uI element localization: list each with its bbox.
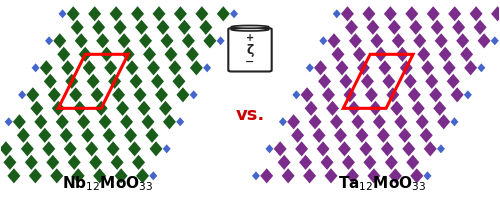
Text: Nb$_{12}$MoO$_{33}$: Nb$_{12}$MoO$_{33}$ [62,174,154,193]
FancyBboxPatch shape [228,28,272,71]
Ellipse shape [232,26,268,28]
Text: −: − [246,57,254,67]
Text: $\mathbf{\zeta}$: $\mathbf{\zeta}$ [246,42,254,59]
FancyBboxPatch shape [240,27,260,30]
Text: vs.: vs. [236,106,264,124]
Ellipse shape [232,28,268,31]
Text: +: + [246,33,254,43]
Text: Ta$_{12}$MoO$_{33}$: Ta$_{12}$MoO$_{33}$ [338,174,426,193]
